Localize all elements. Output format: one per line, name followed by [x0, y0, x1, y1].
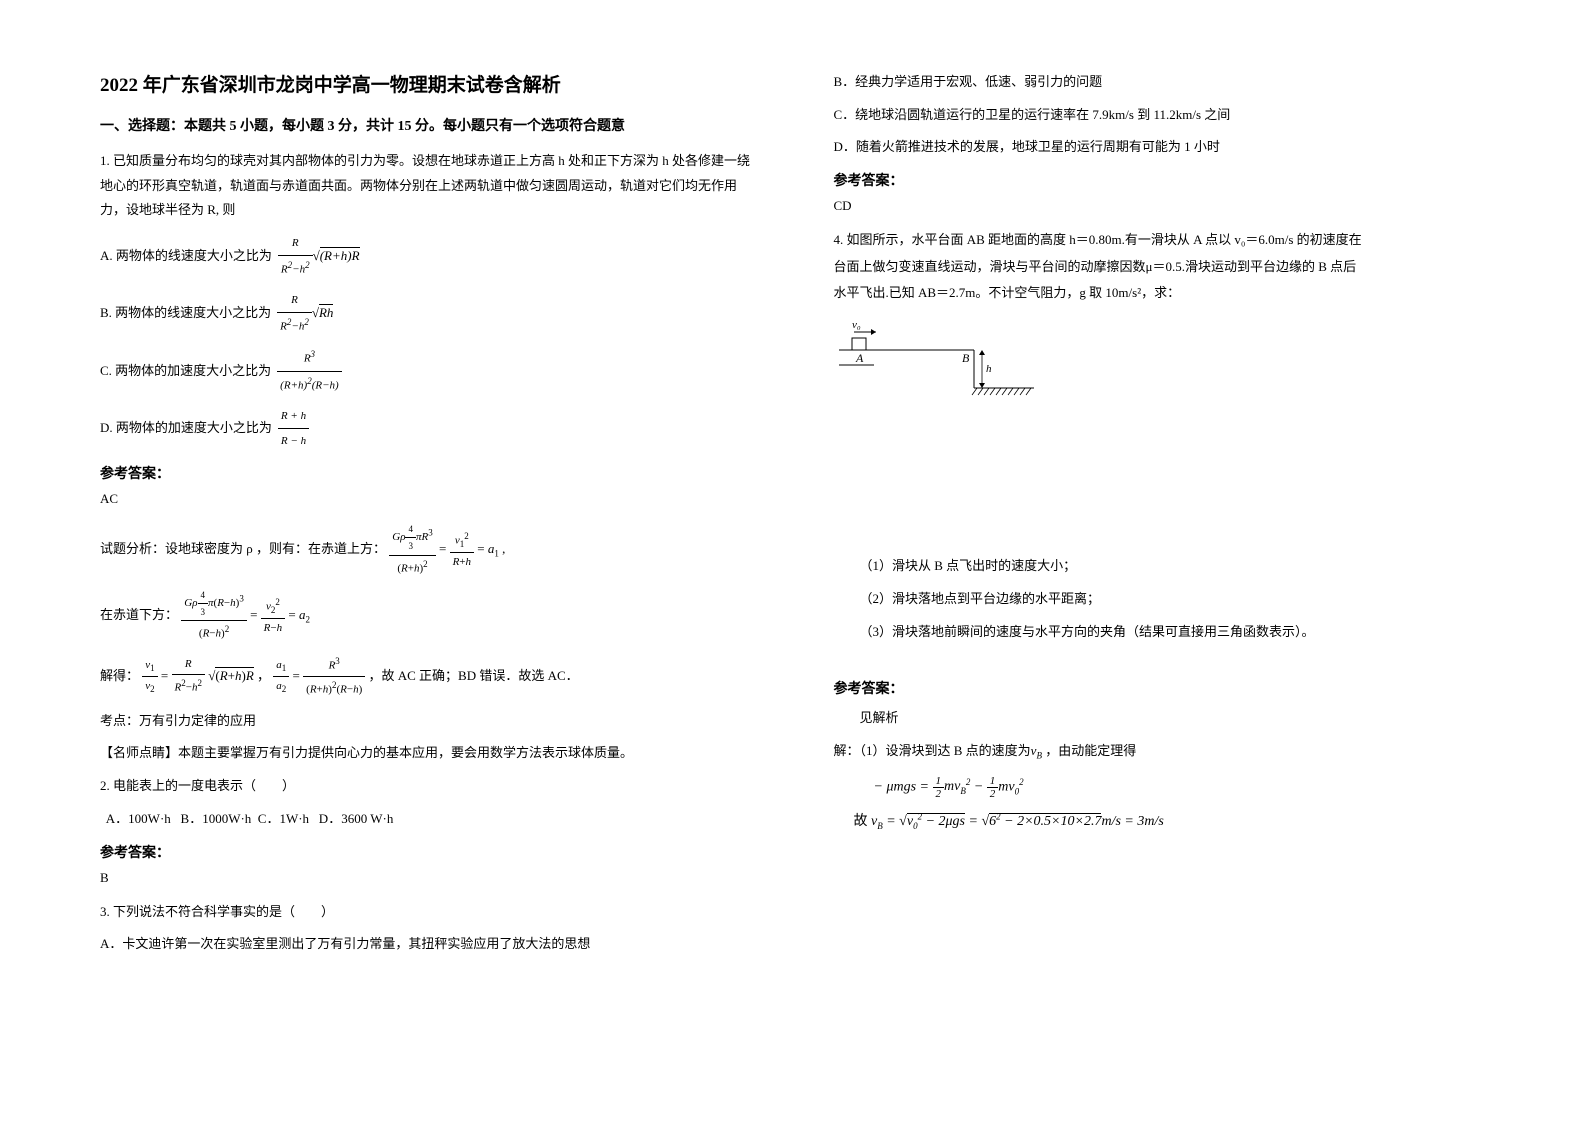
q1-optA-text: A. 两物体的线速度大小之比为 — [100, 242, 272, 271]
q3-answer-label: 参考答案： — [834, 170, 1488, 190]
left-column: 2022 年广东省深圳市龙岗中学高一物理期末试卷含解析 一、选择题：本题共 5 … — [100, 70, 754, 965]
q4-stem-l1: 4. 如图所示，水平台面 AB 距地面的高度 h＝0.80m.有一滑块从 A 点… — [834, 228, 1488, 253]
q1-option-c: C. 两物体的加速度大小之比为 R3 (R+h)2(R−h) — [100, 345, 754, 398]
q1-answer-label: 参考答案： — [100, 463, 754, 483]
q3-optD: D．随着火箭推进技术的发展，地球卫星的运行周期有可能为 1 小时 — [834, 135, 1488, 160]
q4-answer-label: 参考答案： — [834, 678, 1488, 698]
q4-sub3: （3）滑块落地前瞬间的速度与水平方向的夹角（结果可直接用三角函数表示）。 — [834, 620, 1488, 645]
q3-stem: 3. 下列说法不符合科学事实的是（ ） — [100, 900, 754, 925]
q1-answer: AC — [100, 491, 754, 507]
right-column: B．经典力学适用于宏观、低速、弱引力的问题 C．绕地球沿圆轨道运行的卫星的运行速… — [834, 70, 1488, 965]
q1-option-d: D. 两物体的加速度大小之比为 R + h R − h — [100, 404, 754, 453]
q1-optD-formula: R + h R − h — [278, 404, 309, 453]
q4-answer-text: 见解析 — [834, 706, 1488, 731]
q2-stem: 2. 电能表上的一度电表示（ ） — [100, 774, 754, 799]
q3-optA: A．卡文迪许第一次在实验室里测出了万有引力常量，其扭秤实验应用了放大法的思想 — [100, 932, 754, 957]
q1-option-a: A. 两物体的线速度大小之比为 R R2−h2 √(R+h)R — [100, 231, 754, 282]
q1-option-b: B. 两物体的线速度大小之比为 R R2−h2 √Rh — [100, 288, 754, 339]
q1-kaodian: 考点：万有引力定律的应用 — [100, 709, 754, 734]
q1-optA-formula: R R2−h2 — [278, 231, 313, 282]
q4-sol-line1: 解：（1）设滑块到达 B 点的速度为vB ，由动能定理得 — [834, 739, 1488, 765]
q1-optC-text: C. 两物体的加速度大小之比为 — [100, 357, 271, 386]
q2-answer: B — [100, 870, 754, 886]
q4-stem-l2: 台面上做匀变速直线运动，滑块与平台间的动摩擦因数μ＝0.5.滑块运动到平台边缘的… — [834, 255, 1488, 280]
q2-answer-label: 参考答案： — [100, 842, 754, 862]
q4-eq2: 故 vB = √v02 − 2μgs = √62 − 2×0.5×10×2.7m… — [854, 810, 1488, 831]
q1-optC-formula: R3 (R+h)2(R−h) — [277, 345, 342, 398]
q4-sub2: （2）滑块落地点到平台边缘的水平距离； — [834, 587, 1488, 612]
q4-sub1: （1）滑块从 B 点飞出时的速度大小； — [834, 554, 1488, 579]
q4-eq1: − μmgs = 12mvB2 − 12mv02 — [874, 775, 1488, 800]
q1-optB-formula: R R2−h2 — [277, 288, 312, 339]
diagram-h-label: h — [986, 363, 992, 375]
q1-analysis-2: 在赤道下方： Gρ43π(R−h)3 (R−h)2 = v22 R−h = a2 — [100, 587, 754, 645]
exam-title: 2022 年广东省深圳市龙岗中学高一物理期末试卷含解析 — [100, 70, 754, 97]
diagram-A-label: A — [855, 351, 864, 365]
q2-options: A．100W·h B．1000W·h C．1W·h D．3600 W·h — [100, 807, 754, 832]
q3-optB: B．经典力学适用于宏观、低速、弱引力的问题 — [834, 70, 1488, 95]
q4-stem-l3: 水平飞出.已知 AB＝2.7m。不计空气阻力，g 取 10m/s²，求： — [834, 281, 1488, 306]
q1-stem: 1. 已知质量分布均匀的球壳对其内部物体的引力为零。设想在地球赤道正上方高 h … — [100, 149, 754, 223]
q3-optC: C．绕地球沿圆轨道运行的卫星的运行速率在 7.9km/s 到 11.2km/s … — [834, 103, 1488, 128]
q1-analysis-3: 解得： v1 v2 = R R2−h2 √(R+h)R ， a1 a2 = R3… — [100, 653, 754, 701]
diagram-B-label: B — [962, 351, 970, 365]
q1-optB-text: B. 两物体的线速度大小之比为 — [100, 299, 271, 328]
q1-analysis-1: 试题分析：设地球密度为 ρ ，则有：在赤道上方： Gρ43πR3 (R+h)2 … — [100, 521, 754, 579]
q1-dianping: 【名师点睛】本题主要掌握万有引力提供向心力的基本应用，要会用数学方法表示球体质量… — [100, 741, 754, 766]
q3-answer: CD — [834, 198, 1488, 214]
q1-optD-text: D. 两物体的加速度大小之比为 — [100, 414, 272, 443]
section-1-header: 一、选择题：本题共 5 小题，每小题 3 分，共计 15 分。每小题只有一个选项… — [100, 115, 754, 135]
diagram-v0-label: v₀ — [852, 320, 861, 331]
q4-diagram: v₀ A B h — [834, 320, 1488, 400]
